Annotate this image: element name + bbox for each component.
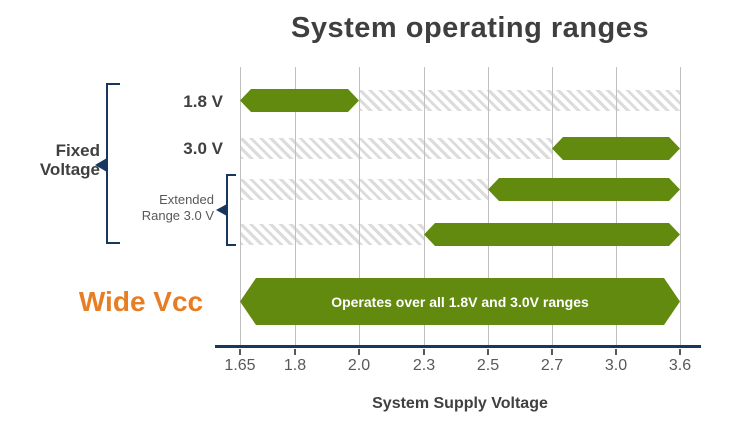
- x-axis-tick-label: 3.0: [604, 357, 628, 374]
- inactive-range-bar: [240, 179, 488, 200]
- x-axis-tick: [551, 349, 553, 355]
- inactive-range-bar: [359, 90, 680, 111]
- x-axis-tick: [615, 349, 617, 355]
- operating-range-bar: [240, 89, 359, 112]
- wide-vcc-bar: Operates over all 1.8V and 3.0V ranges: [240, 278, 680, 325]
- row-label-3v0: 3.0 V: [183, 139, 223, 158]
- x-axis-tick-label: 1.65: [224, 357, 256, 374]
- x-axis-tick: [679, 349, 681, 355]
- x-axis-tick-label: 2.7: [540, 357, 564, 374]
- x-axis-tick-label: 2.3: [412, 357, 436, 374]
- gridline: [680, 67, 681, 346]
- gridline: [552, 67, 553, 346]
- gridline: [359, 67, 360, 346]
- x-axis-line: [215, 345, 701, 348]
- x-axis-tick: [487, 349, 489, 355]
- extended-range-label-line2: Range 3.0 V: [141, 208, 214, 223]
- x-axis-tick: [358, 349, 360, 355]
- inactive-range-bar: [240, 138, 552, 159]
- wide-vcc-bar-text: Operates over all 1.8V and 3.0V ranges: [331, 293, 589, 310]
- extended-range-bracket: [226, 174, 236, 246]
- fixed-voltage-label-line2: Voltage: [39, 160, 100, 179]
- extended-range-bracket-arrow-icon: [216, 204, 227, 216]
- fixed-voltage-label-line1: Fixed: [55, 141, 100, 160]
- x-axis-tick: [423, 349, 425, 355]
- gridline: [616, 67, 617, 346]
- x-axis-tick-label: 2.0: [347, 357, 371, 374]
- x-axis-tick-label: 1.8: [283, 357, 307, 374]
- inactive-range-bar: [240, 224, 424, 245]
- x-axis-tick: [294, 349, 296, 355]
- row-label-1v8: 1.8 V: [183, 92, 223, 111]
- row-label-wide-vcc: Wide Vcc: [78, 286, 204, 317]
- gridline: [240, 67, 241, 346]
- extended-range-label-line1: Extended: [159, 192, 214, 207]
- gridline: [488, 67, 489, 346]
- x-axis-title: System Supply Voltage: [372, 395, 548, 412]
- x-axis-tick: [239, 349, 241, 355]
- gridline: [424, 67, 425, 346]
- operating-range-bar: [488, 178, 680, 201]
- group-label-fixed-voltage: Fixed Voltage: [10, 141, 100, 179]
- group-label-extended-range: Extended Range 3.0 V: [118, 192, 214, 224]
- chart-title: System operating ranges: [291, 12, 649, 44]
- operating-range-bar: [552, 137, 680, 160]
- x-axis-tick-label: 3.6: [668, 357, 692, 374]
- operating-range-bar: [424, 223, 680, 246]
- x-axis-tick-label: 2.5: [476, 357, 500, 374]
- gridline: [295, 67, 296, 346]
